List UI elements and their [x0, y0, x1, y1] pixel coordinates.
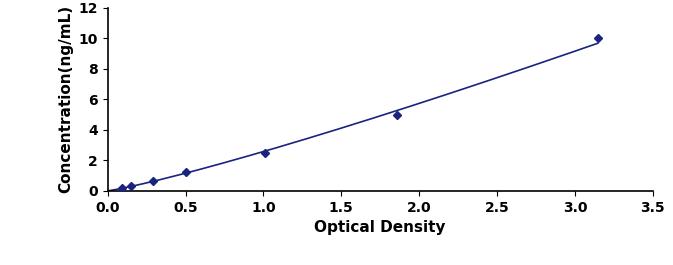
X-axis label: Optical Density: Optical Density [314, 220, 446, 235]
Y-axis label: Concentration(ng/mL): Concentration(ng/mL) [58, 5, 73, 193]
